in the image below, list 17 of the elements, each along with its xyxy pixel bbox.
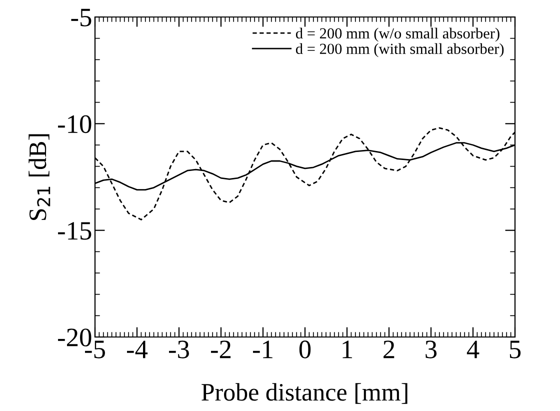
x-tick-label: 3 <box>426 340 437 358</box>
legend-label: d = 200 mm (w/o small absorber) <box>296 28 500 42</box>
x-tick-label: -1 <box>252 340 272 358</box>
x-tick-label: -4 <box>126 340 148 358</box>
x-tick-label: 4 <box>466 340 480 358</box>
y-tick-label: -10 <box>58 115 92 134</box>
y-tick-label: -5 <box>71 8 92 26</box>
x-tick-label: 0 <box>299 340 311 358</box>
x-tick-label: 2 <box>384 340 394 358</box>
x-axis-title: Probe distance [mm] <box>202 383 408 404</box>
x-tick-label: -3 <box>168 340 189 358</box>
y-tick-label: -15 <box>58 222 92 240</box>
x-tick-label: 5 <box>510 340 521 358</box>
x-tick-label: -2 <box>210 340 231 358</box>
x-tick-label: 1 <box>342 340 352 358</box>
legend-label: d = 200 mm (with small absorber) <box>296 43 504 58</box>
y-axis-title: S$_{21}$ [dB] <box>28 134 50 220</box>
